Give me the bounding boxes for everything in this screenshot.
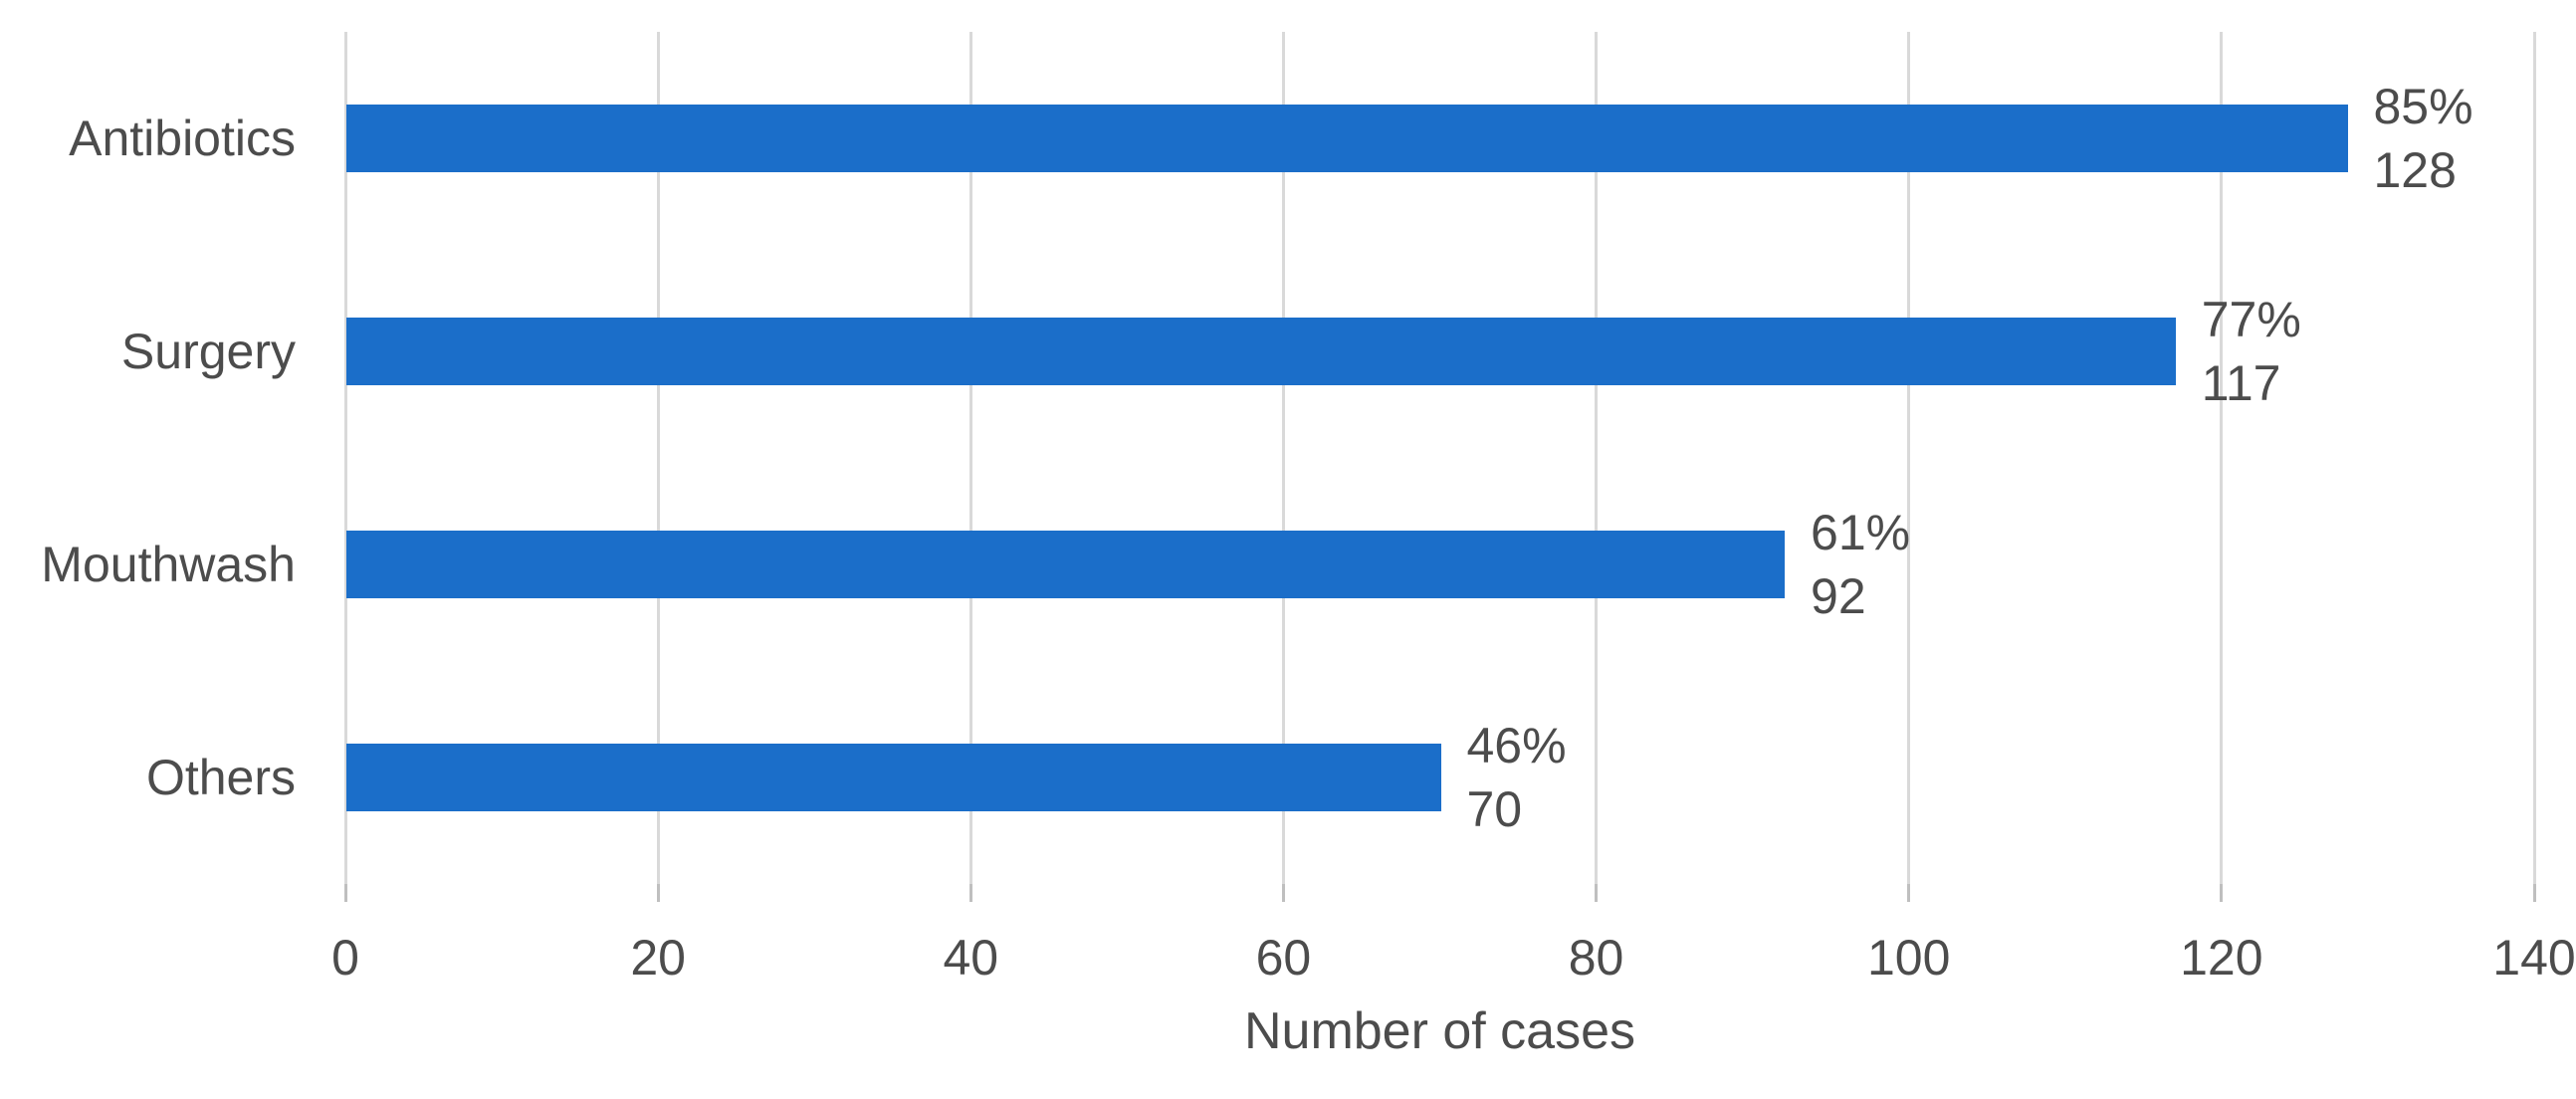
tick-mark-x-40 <box>968 884 972 902</box>
bar-antibiotics <box>346 105 2348 172</box>
tick-mark-x-140 <box>2532 884 2536 902</box>
percent-label: 61% <box>1811 505 1911 560</box>
percent-label: 85% <box>2373 79 2473 134</box>
gridline-x-60 <box>1281 32 1285 884</box>
category-label-others: Others <box>145 750 296 805</box>
tick-label-x-100: 100 <box>1866 930 1951 986</box>
bar-others <box>346 744 1441 811</box>
tick-label-x-40: 40 <box>943 930 999 986</box>
gridline-x-120 <box>2220 32 2224 884</box>
percent-label: 77% <box>2201 292 2301 347</box>
tick-mark-x-60 <box>1281 884 1285 902</box>
gridline-x-80 <box>1595 32 1599 884</box>
bar-surgery <box>346 318 2176 385</box>
tick-label-x-0: 0 <box>331 930 359 986</box>
gridline-x-20 <box>656 32 660 884</box>
count-label: 92 <box>1811 568 1866 624</box>
tick-mark-x-0 <box>343 884 347 902</box>
category-label-mouthwash: Mouthwash <box>41 537 296 592</box>
data-label-antibiotics: 85% 128 <box>2374 75 2473 202</box>
tick-mark-x-20 <box>656 884 660 902</box>
bar-mouthwash <box>346 531 1786 598</box>
tick-mark-x-100 <box>1907 884 1911 902</box>
category-label-antibiotics: Antibiotics <box>69 110 296 166</box>
gridline-x-0 <box>343 32 347 884</box>
tick-label-x-120: 120 <box>2180 930 2263 986</box>
data-label-mouthwash: 61% 92 <box>1811 501 1910 628</box>
percent-label: 46% <box>1466 718 1567 773</box>
gridline-x-140 <box>2532 32 2536 884</box>
count-label: 128 <box>2373 142 2457 198</box>
tick-label-x-140: 140 <box>2492 930 2576 986</box>
gridline-x-100 <box>1907 32 1911 884</box>
category-label-surgery: Surgery <box>120 324 296 379</box>
x-axis-title: Number of cases <box>1243 1002 1636 1060</box>
tick-mark-x-120 <box>2220 884 2224 902</box>
tick-label-x-20: 20 <box>630 930 686 986</box>
tick-mark-x-80 <box>1595 884 1599 902</box>
tick-label-x-80: 80 <box>1568 930 1624 986</box>
tick-label-x-60: 60 <box>1255 930 1312 986</box>
count-label: 70 <box>1466 781 1523 837</box>
gridline-x-40 <box>968 32 972 884</box>
data-label-surgery: 77% 117 <box>2202 288 2301 415</box>
data-label-others: 46% 70 <box>1467 714 1567 841</box>
count-label: 117 <box>2201 355 2281 411</box>
